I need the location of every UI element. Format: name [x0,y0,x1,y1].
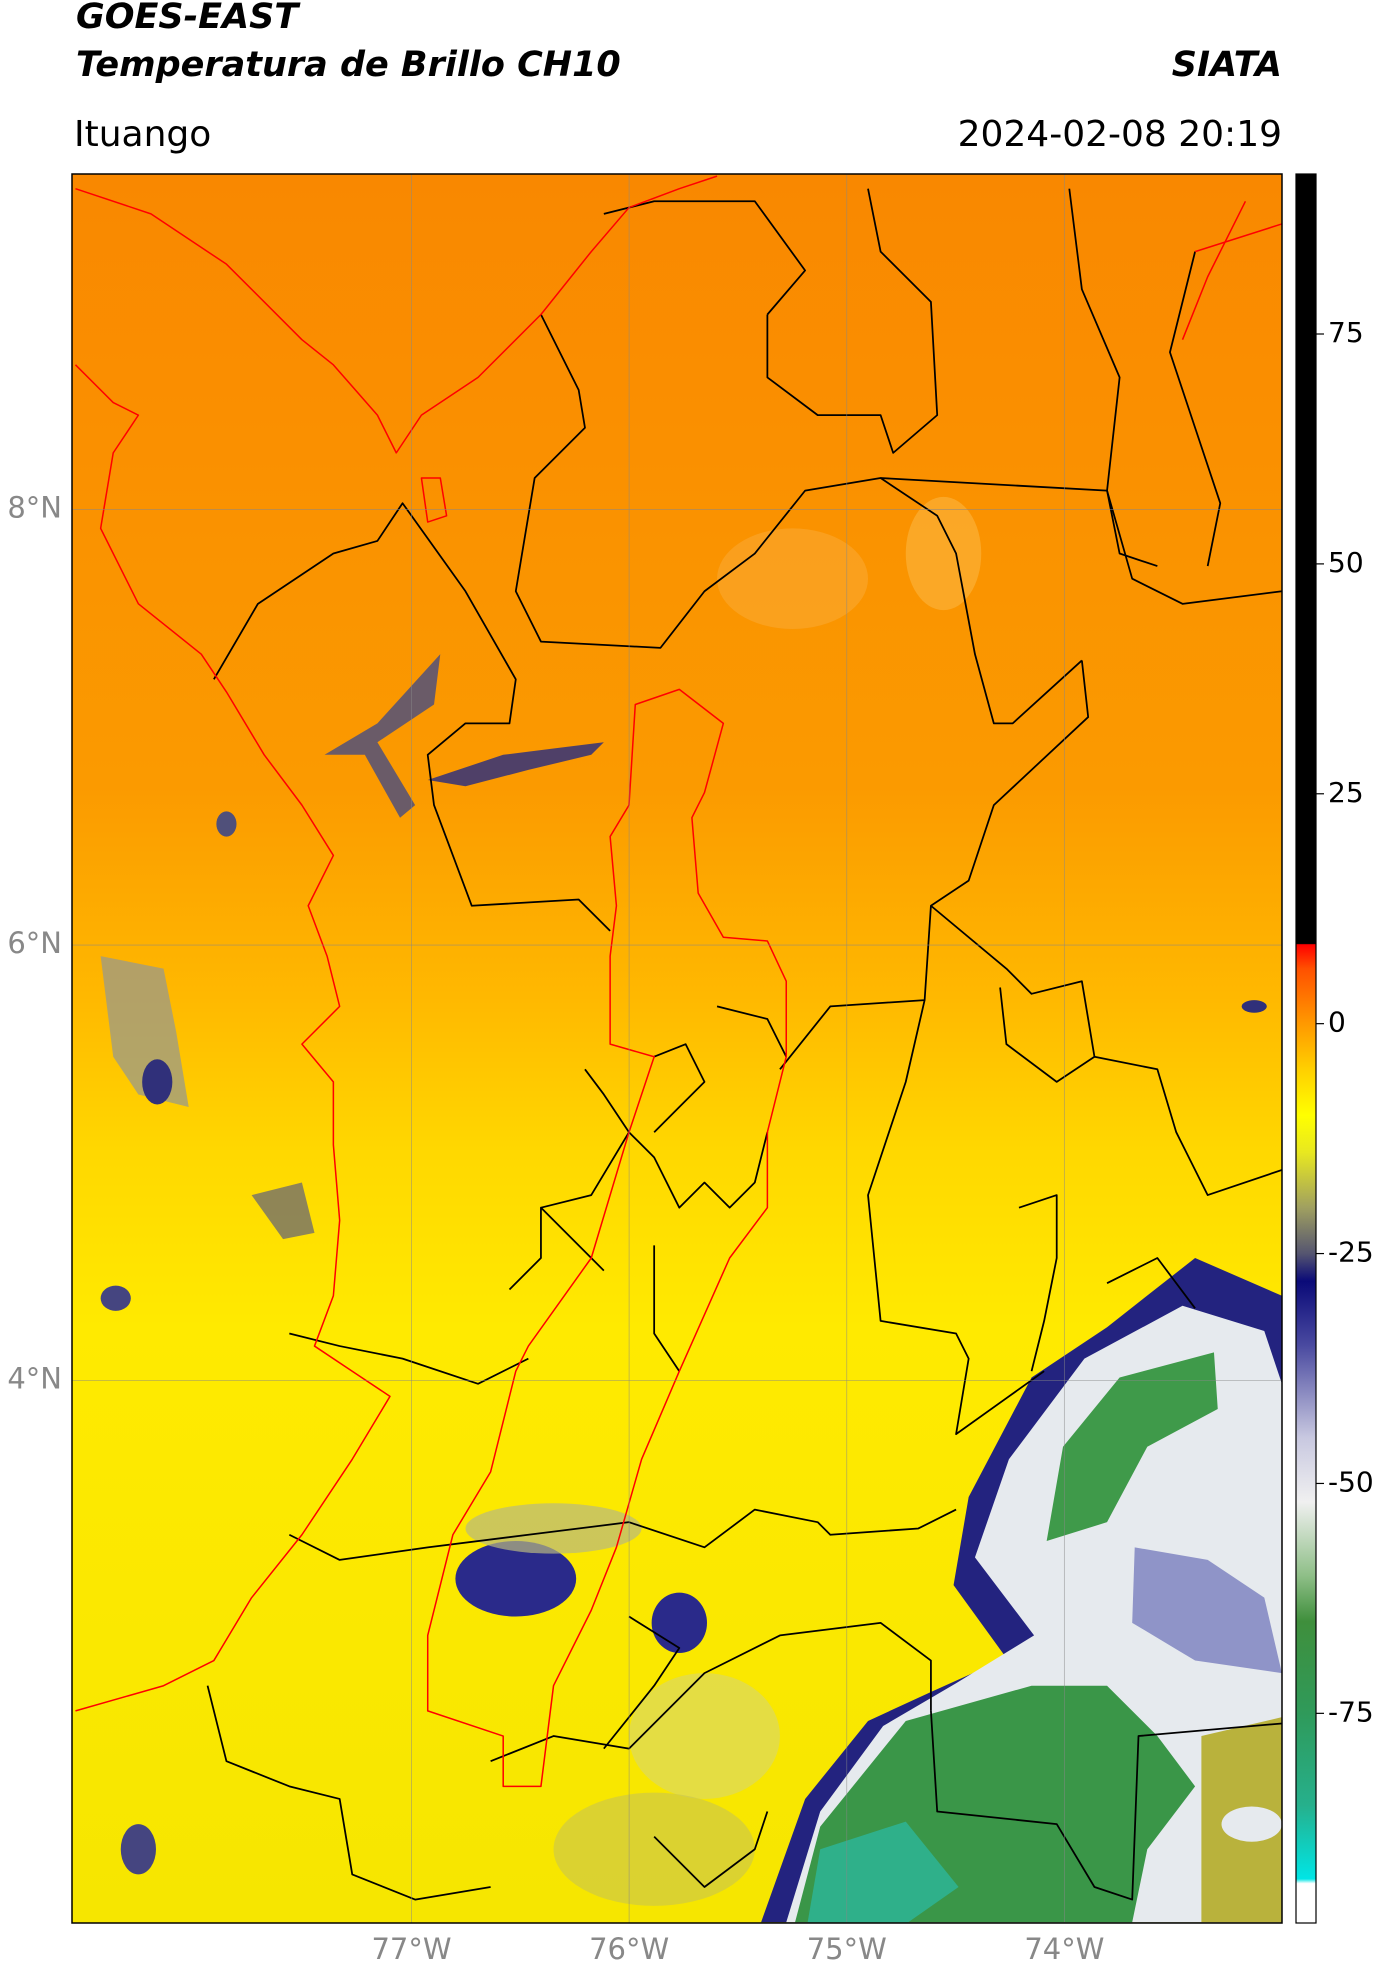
colorbar-scale [1295,173,1317,1924]
cloud-cell [1221,1806,1282,1842]
y-tick-label: 8°N [7,490,62,524]
cloud-core [1046,1352,1218,1542]
x-tick-label: 76°W [589,1932,669,1966]
cloud-cell [553,1792,755,1906]
colorbar-tick-label: -75 [1328,1695,1374,1728]
source: SIATA [1172,45,1282,85]
grid: 77°W 76°W 75°W 74°W 4°N 6°N 8°N [7,174,1282,1966]
cloud-cell [465,1503,642,1554]
colorbar: -75 -50 -25 0 25 50 75 [1295,173,1374,1924]
colorbar-tick-label: 75 [1328,316,1364,349]
subtitle: Temperatura de Brillo CH10 [76,45,621,85]
cloud-cell [651,1592,707,1654]
x-tick-label: 74°W [1024,1932,1104,1966]
x-tick-label: 77°W [371,1932,451,1966]
map-artwork [74,175,1282,1923]
cloud-cell [100,1285,131,1311]
cloud-core [807,1821,959,1923]
cloud-cell [251,1182,315,1240]
cloud-cell [142,1059,173,1105]
cloud-cell [629,1673,780,1799]
x-tick-label: 75°W [807,1932,887,1966]
cloud-cell [717,528,869,629]
cloud-cell [216,811,237,837]
cloud-mid [1132,1547,1282,1674]
title: GOES-EAST [76,0,301,37]
colorbar-tick-label: 50 [1328,546,1364,579]
cloud-cell [120,1824,156,1875]
cloud-cell [1241,1000,1267,1013]
colorbar-tick-label: 0 [1328,1006,1346,1039]
cloud-cell [905,496,982,611]
cloud-cell [427,742,604,787]
colorbar-tick-label: -25 [1328,1236,1374,1269]
timestamp: 2024-02-08 20:19 [958,114,1282,155]
y-tick-label: 6°N [7,926,62,960]
cloud-cell [455,1541,577,1617]
coastline [74,175,1282,1788]
map-area [72,174,1282,1923]
boundaries [206,188,1282,1901]
location: Ituango [74,114,211,155]
colorbar-tick-label: -50 [1328,1465,1374,1498]
colorbar-tick-label: 25 [1328,776,1364,809]
map-frame [71,173,1283,1924]
y-tick-label: 4°N [7,1362,62,1396]
